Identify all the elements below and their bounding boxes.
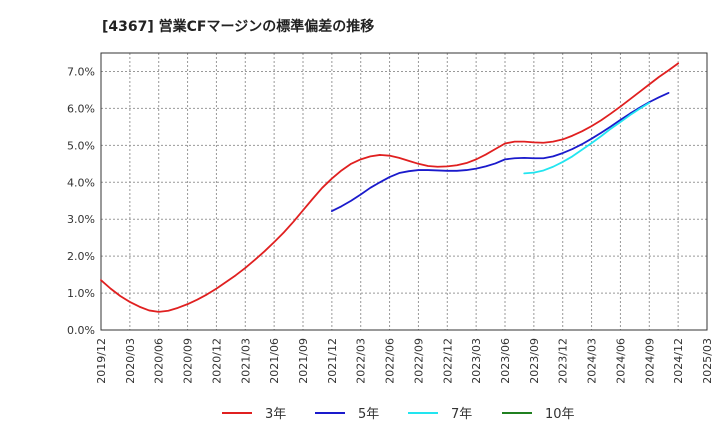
x-tick-label: 2024/06 [614, 338, 627, 384]
x-tick-label: 2024/09 [643, 338, 656, 384]
x-tick-label: 2020/03 [124, 338, 137, 384]
grid [101, 53, 707, 330]
y-tick-label: 3.0% [67, 213, 95, 226]
x-tick-label: 2024/03 [586, 338, 599, 384]
y-tick-label: 5.0% [67, 139, 95, 152]
x-tick-label: 2023/09 [528, 338, 541, 384]
y-tick-label: 4.0% [67, 176, 95, 189]
chart-title: [4367] 営業CFマージンの標準偏差の推移 [102, 19, 375, 35]
x-tick-label: 2022/12 [441, 338, 454, 384]
x-tick-label: 2025/03 [701, 338, 714, 384]
x-tick-label: 2020/06 [153, 338, 166, 384]
legend-label: 7年 [451, 407, 472, 422]
x-tick-label: 2019/12 [95, 338, 108, 384]
x-tick-label: 2021/03 [239, 338, 252, 384]
y-tick-label: 1.0% [67, 287, 95, 300]
x-tick-label: 2021/09 [297, 338, 310, 384]
series-line [100, 62, 680, 313]
x-tick-label: 2022/09 [412, 338, 425, 384]
series-line [330, 91, 670, 212]
y-tick-label: 0.0% [67, 324, 95, 337]
x-tick-label: 2020/12 [210, 338, 223, 384]
series-line [523, 101, 651, 175]
y-tick-label: 7.0% [67, 65, 95, 78]
series-lines [100, 62, 680, 313]
plot-area [101, 53, 707, 330]
y-tick-label: 2.0% [67, 250, 95, 263]
x-tick-label: 2020/09 [182, 338, 195, 384]
legend-label: 10年 [545, 407, 575, 422]
legend-label: 5年 [358, 407, 379, 422]
x-tick-label: 2022/03 [355, 338, 368, 384]
x-tick-label: 2023/12 [557, 338, 570, 384]
y-tick-label: 6.0% [67, 102, 95, 115]
legend-label: 3年 [265, 407, 286, 422]
legend: 3年 5年 7年 10年 [222, 407, 575, 422]
x-tick-label: 2023/03 [470, 338, 483, 384]
x-tick-label: 2024/12 [672, 338, 685, 384]
x-tick-label: 2022/06 [384, 338, 397, 384]
x-tick-label: 2021/12 [326, 338, 339, 384]
axes: 0.0% 1.0% 2.0% 3.0% 4.0% 5.0% 6.0% 7.0% 2019/12 2… [67, 52, 714, 384]
x-tick-label: 2021/06 [268, 338, 281, 384]
x-tick-label: 2023/06 [499, 338, 512, 384]
plot-frame [100, 52, 708, 331]
